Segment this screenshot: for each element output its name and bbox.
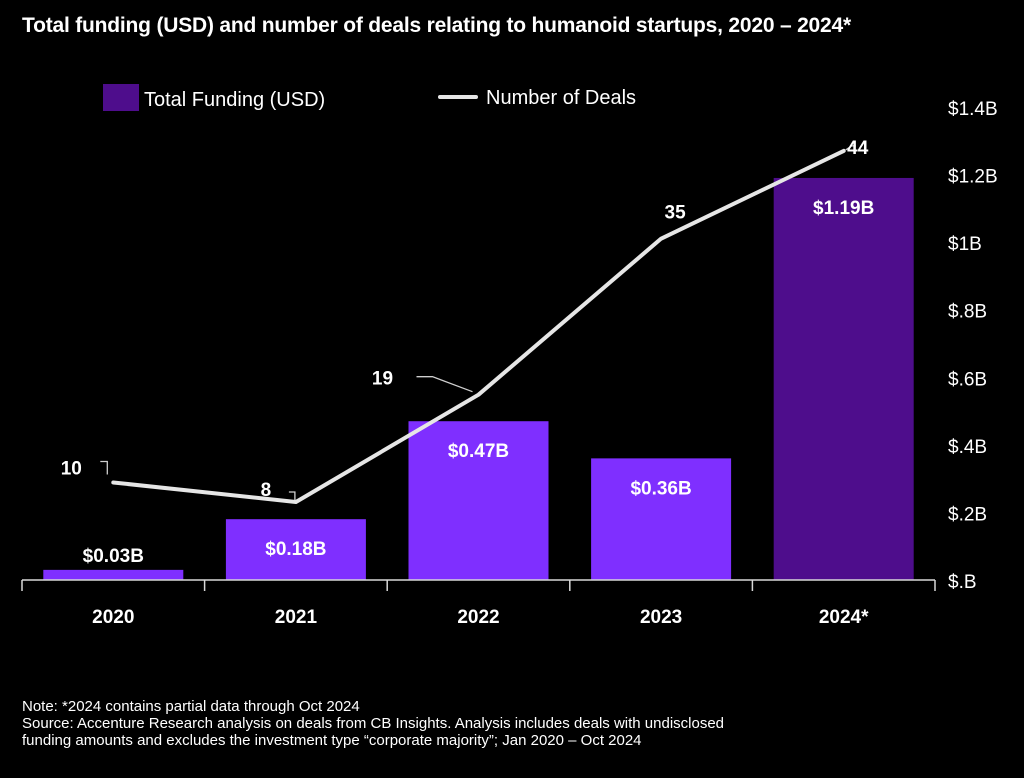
deal-count-label: 19 (372, 369, 393, 390)
bar-value-label: $0.47B (448, 441, 509, 462)
bar-2021 (225, 519, 366, 580)
x-tick-label: 2021 (275, 607, 318, 628)
deal-count-label: 35 (665, 203, 687, 224)
bars-layer: $0.03B $0.18B $0.47B $0.36B $1.19B (43, 177, 914, 580)
y-tick-label: $1B (948, 234, 982, 255)
legend-layer: Total Funding (USD) Number of Deals (103, 84, 636, 111)
bar-value-label: $1.19B (813, 198, 874, 219)
deals-line (111, 148, 846, 504)
bar-value-label: $0.18B (265, 539, 326, 560)
deal-leader-line (845, 145, 856, 151)
y-tick-label: $1.4B (948, 99, 998, 120)
axis-layer: 2020 2021 2022 2023 2024* $1.4B $1.2B $1B $.8B $.… (21, 99, 998, 628)
y-tick-label: $.6B (948, 369, 987, 390)
y-tick-label: $.8B (948, 302, 987, 323)
x-tick-label: 2022 (457, 607, 499, 628)
deal-leader-line (100, 460, 108, 475)
chart-title: Total funding (USD) and number of deals … (22, 14, 851, 37)
deal-count-label: 44 (847, 138, 869, 159)
x-tick-label: 2024* (819, 607, 869, 628)
line-layer: 10 8 19 35 44 (61, 138, 869, 504)
deal-count-label: 10 (61, 458, 82, 479)
bar-value-label: $0.03B (83, 546, 144, 567)
footnotes: Note: *2024 contains partial data throug… (22, 698, 724, 749)
x-tick-label: 2020 (92, 607, 134, 628)
bar-2022 (408, 421, 549, 580)
bar-2020 (43, 569, 184, 580)
source-text-continued: funding amounts and excludes the investm… (22, 732, 642, 749)
source-text: Source: Accenture Research analysis on d… (22, 715, 725, 732)
bar-value-label: $0.36B (630, 478, 691, 499)
legend-label-funding: Total Funding (USD) (144, 89, 325, 111)
note-text: Note: *2024 contains partial data throug… (22, 698, 360, 715)
y-tick-label: $.B (948, 572, 977, 593)
legend-label-deals: Number of Deals (486, 87, 636, 109)
x-tick-label: 2023 (640, 607, 682, 628)
bar-2024 (773, 177, 914, 580)
legend-swatch-funding (103, 84, 139, 111)
deal-leader-line (416, 376, 473, 393)
y-tick-label: $1.2B (948, 167, 998, 188)
deal-count-label: 8 (261, 480, 272, 501)
bar-2023 (591, 458, 732, 580)
y-tick-label: $.2B (948, 504, 987, 525)
y-tick-label: $.4B (948, 437, 987, 458)
deal-leader-line (288, 491, 296, 500)
